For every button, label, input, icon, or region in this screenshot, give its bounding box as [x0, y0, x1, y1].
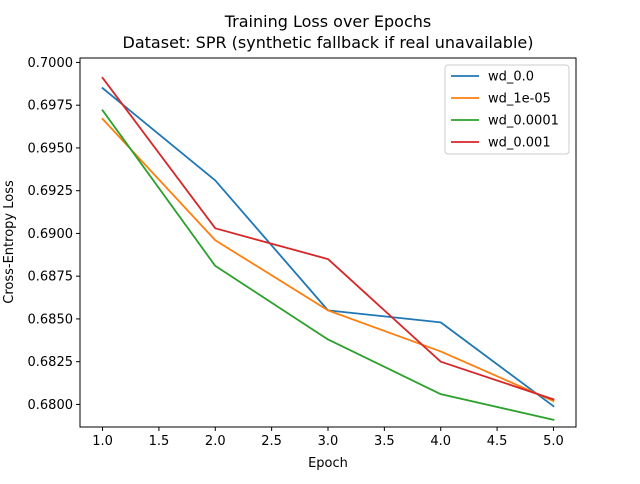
series-line-wd_1e-05 [101, 117, 555, 403]
series-layer [101, 76, 555, 421]
x-tick-label: 2.5 [261, 434, 282, 449]
chart-title: Training Loss over Epochs [224, 12, 432, 31]
x-tick-label: 4.0 [430, 434, 451, 449]
series-line-wd_0.0001 [101, 109, 555, 421]
y-tick-label: 0.6800 [28, 398, 74, 413]
y-tick-label: 0.7000 [28, 56, 74, 71]
legend-label: wd_0.001 [488, 136, 551, 151]
legend: wd_0.0 wd_1e-05 wd_0.0001 wd_0.001 [444, 64, 570, 155]
x-axis-label: Epoch [308, 456, 348, 471]
y-tick-label: 0.6925 [28, 184, 74, 199]
y-tick-label: 0.6850 [28, 312, 74, 327]
y-tick-label: 0.6900 [28, 227, 74, 242]
x-tick-label: 3.5 [374, 434, 395, 449]
y-tick-label: 0.6825 [28, 355, 74, 370]
y-tick-label: 0.6875 [28, 270, 74, 285]
legend-label: wd_1e-05 [488, 92, 551, 107]
x-tick-label: 3.0 [318, 434, 339, 449]
x-tick-label: 1.0 [92, 434, 113, 449]
y-axis: 0.6800 0.6825 0.6850 0.6875 0.6900 0.6925 0.69… [28, 56, 80, 413]
y-tick-label: 0.6950 [28, 141, 74, 156]
x-tick-label: 5.0 [543, 434, 564, 449]
legend-label: wd_0.0 [488, 70, 534, 85]
x-tick-label: 2.0 [205, 434, 226, 449]
y-axis-label: Cross-Entropy Loss [2, 180, 17, 304]
legend-box [444, 64, 570, 155]
x-tick-label: 4.5 [487, 434, 508, 449]
legend-label: wd_0.0001 [488, 114, 559, 129]
y-tick-label: 0.6975 [28, 99, 74, 114]
x-axis: 1.0 1.5 2.0 2.5 3.0 3.5 4.0 4.5 5.0 [92, 427, 564, 449]
chart-subtitle: Dataset: SPR (synthetic fallback if real… [123, 33, 534, 52]
series-line-wd_0.001 [101, 76, 555, 401]
x-tick-label: 1.5 [149, 434, 170, 449]
